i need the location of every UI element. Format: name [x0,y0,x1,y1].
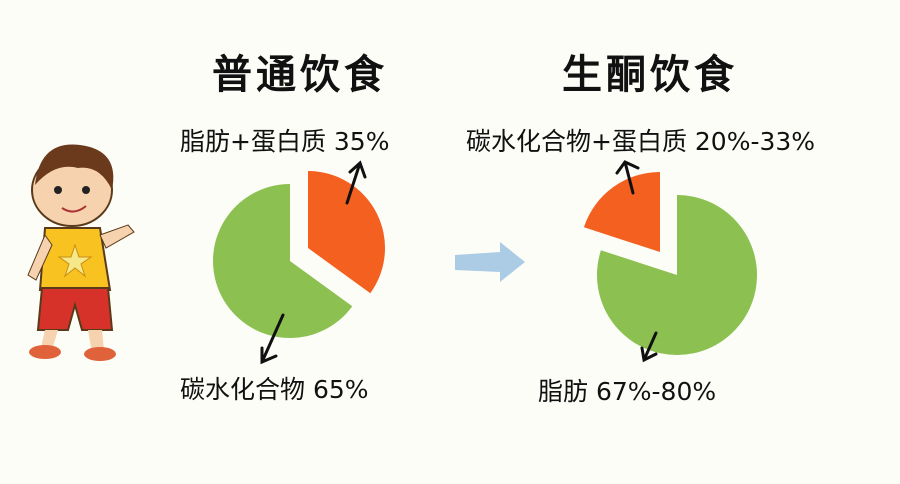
normal-diet-title: 普通饮食 [212,52,388,98]
pointer-arrow-keto-bottom [640,331,658,363]
keto-diet-title: 生酮饮食 [562,52,738,98]
normal-fat-protein-label: 脂肪+蛋白质 35% [180,127,390,156]
keto-carb-protein-label: 碳水化合物+蛋白质 20%-33% [466,127,816,156]
right-arrow-icon [455,242,525,282]
pie-1-slice-0 [583,172,660,252]
keto-fat-label: 脂肪 67%-80% [538,377,717,406]
pie-1-slice-1 [596,195,757,356]
pointer-arrow-normal-bottom [260,313,285,365]
normal-carb-label: 碳水化合物 65% [180,375,369,404]
pointer-arrow-normal-top [345,160,367,205]
cartoon-boy [27,144,135,361]
pie-0-slice-1 [212,184,353,339]
pointer-arrows [260,160,658,365]
pie-0-slice-0 [308,171,385,294]
pointer-arrow-keto-top [615,160,640,195]
